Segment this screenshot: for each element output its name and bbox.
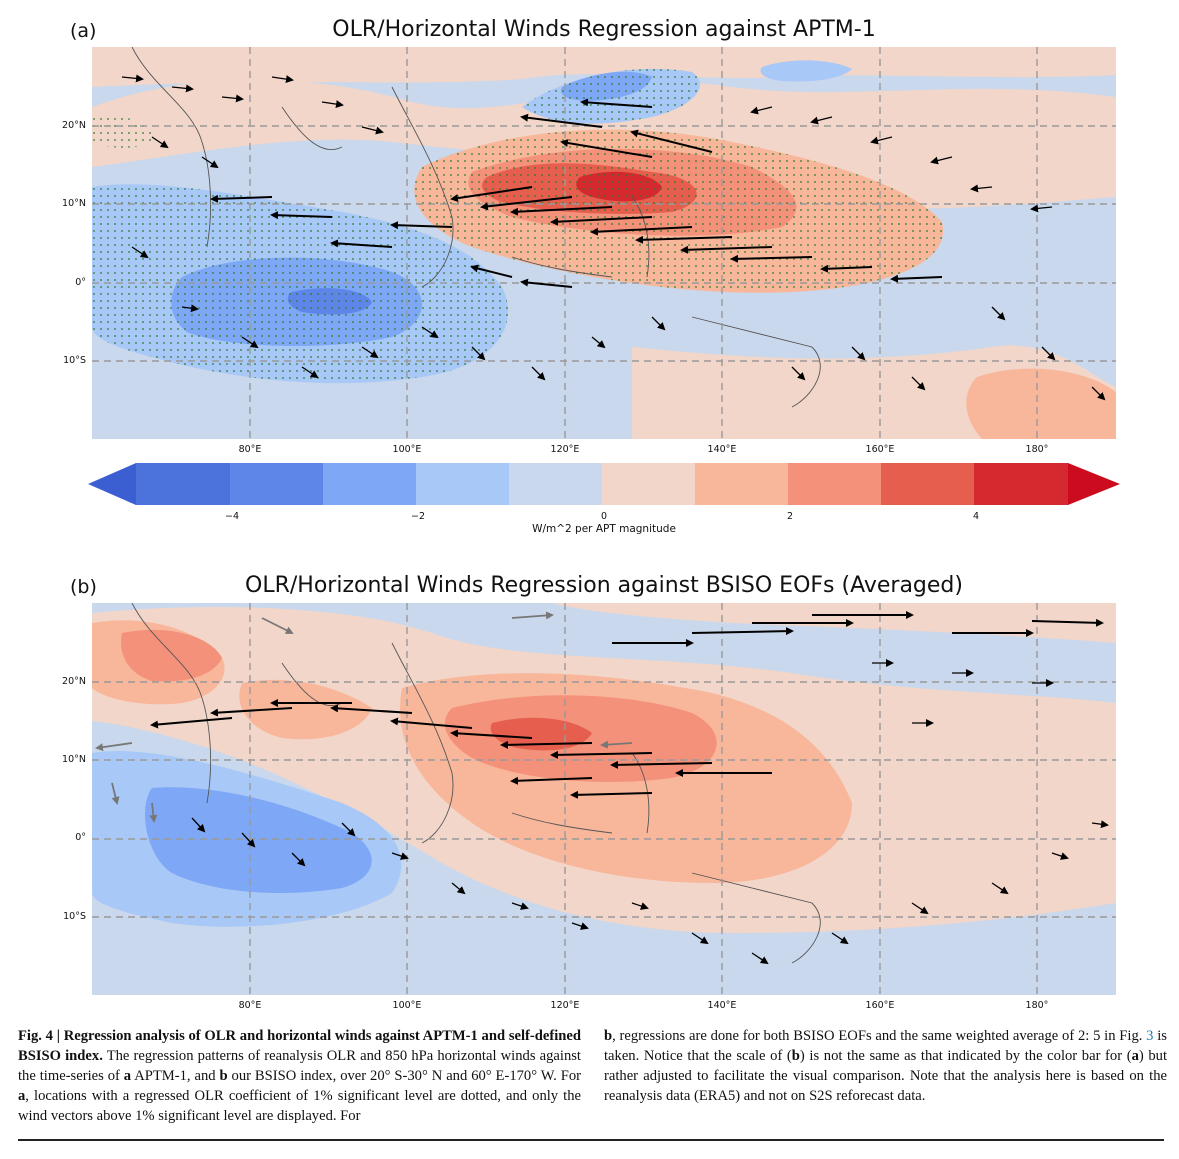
panel-a-lon-tick-100e: 100°E (392, 444, 422, 455)
colorbar-tick-minus4: −4 (224, 511, 240, 522)
caption-bold-b3: b (791, 1048, 800, 1064)
colorbar-tick-2: 2 (786, 511, 794, 522)
caption-bold-a2: a (18, 1088, 26, 1104)
panel-a-lon-tick-140e: 140°E (707, 444, 737, 455)
panel-b-lon-tick-120e: 120°E (550, 1000, 580, 1011)
panel-a-lat-tick-20n: 20°N (62, 120, 86, 131)
caption-text-3: our BSISO index, over 20° S-30° N and 60… (227, 1068, 581, 1084)
panel-a-label: (a) (70, 20, 97, 42)
panel-b-lon-tick-140e: 140°E (707, 1000, 737, 1011)
caption-text-1: The regression patterns of reanalysis OL… (18, 1048, 581, 1084)
panel-b-lon-tick-100e: 100°E (392, 1000, 422, 1011)
panel-a-lon-tick-160e: 160°E (865, 444, 895, 455)
caption-bold-b2: b (604, 1028, 613, 1044)
panel-b-label: (b) (70, 576, 97, 598)
caption-column-left: Fig. 4 | Regression analysis of OLR and … (18, 1026, 581, 1126)
caption-text-2: APTM-1, and (131, 1068, 220, 1084)
caption-bold-a: a (123, 1068, 132, 1084)
panel-a-title: OLR/Horizontal Winds Regression against … (332, 17, 876, 42)
panel-b-lat-tick-20n: 20°N (62, 676, 86, 687)
panel-a-lat-tick-10n: 10°N (62, 198, 86, 209)
caption-column-right: b, regressions are done for both BSISO E… (604, 1026, 1167, 1106)
caption-bold-a3: a (1131, 1048, 1139, 1064)
caption-text-8: ) but rather adjusted to facilitate the … (604, 1048, 1167, 1104)
caption-fig-ref-link[interactable]: 3 (1146, 1028, 1154, 1044)
panel-b-lat-tick-0: 0° (75, 832, 86, 843)
bottom-rule (18, 1139, 1164, 1141)
panel-a-map (92, 47, 1116, 439)
caption-fig-label: Fig. 4 | Regression analysis of OLR and … (18, 1028, 581, 1064)
caption-text-4: , locations with a regressed OLR coeffic… (18, 1088, 581, 1124)
caption-text-5: , regressions are done for both BSISO EO… (612, 1028, 1147, 1044)
colorbar-tick-0: 0 (600, 511, 608, 522)
panel-b-lon-tick-180: 180° (1025, 1000, 1049, 1011)
panel-b-map (92, 603, 1116, 995)
colorbar-tick-4: 4 (972, 511, 980, 522)
colorbar (88, 463, 1120, 505)
panel-b-lat-tick-10n: 10°N (62, 754, 86, 765)
panel-b-title: OLR/Horizontal Winds Regression against … (245, 573, 963, 598)
panel-b-lon-tick-160e: 160°E (865, 1000, 895, 1011)
caption-bold-b: b (219, 1068, 228, 1084)
colorbar-tick-minus2: −2 (410, 511, 426, 522)
panel-b-lon-tick-80e: 80°E (238, 1000, 262, 1011)
colorbar-label: W/m^2 per APT magnitude (532, 523, 676, 535)
panel-a-lon-tick-180: 180° (1025, 444, 1049, 455)
caption-text-7: ) is not the same as that indicated by t… (799, 1048, 1132, 1064)
caption-text-6: is taken. Notice that the scale of ( (604, 1028, 1167, 1064)
panel-b-lat-tick-10s: 10°S (63, 911, 86, 922)
panel-a-lat-tick-0: 0° (75, 277, 86, 288)
panel-a-lon-tick-80e: 80°E (238, 444, 262, 455)
panel-a-lat-tick-10s: 10°S (63, 355, 86, 366)
panel-a-lon-tick-120e: 120°E (550, 444, 580, 455)
